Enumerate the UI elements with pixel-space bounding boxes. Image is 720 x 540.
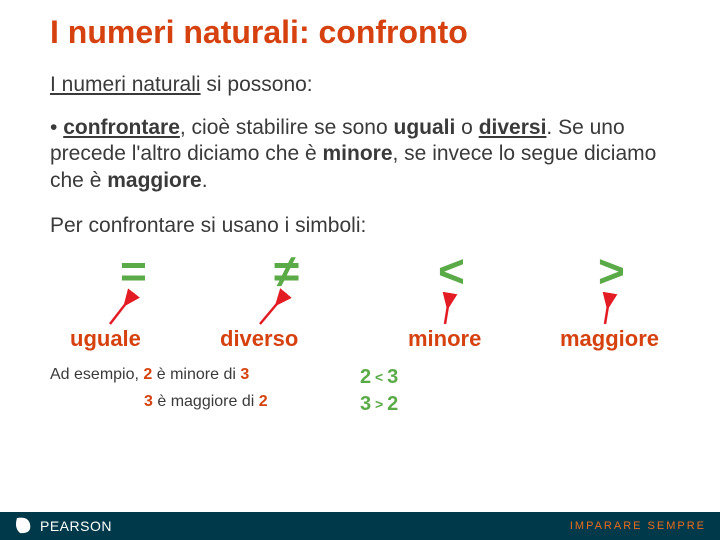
body-paragraph: • confrontare, cioè stabilire se sono ug… xyxy=(50,115,680,194)
ex1r-a: 2 xyxy=(360,366,371,388)
example-1-right: 2 < 3 xyxy=(360,364,398,391)
symbols-row: = uguale ≠ diverso < minore > maggiore xyxy=(50,244,680,364)
ex1-text: è minore di xyxy=(152,366,240,383)
example-1-left: Ad esempio, 2 è minore di 3 xyxy=(50,364,360,391)
ex1r-b: 3 xyxy=(387,366,398,388)
label-uguale: uguale xyxy=(70,326,141,352)
example-row-2: 3 è maggiore di 2 3 > 2 xyxy=(50,391,680,418)
seg2: o xyxy=(455,116,478,139)
word-uguali: uguali xyxy=(394,116,456,139)
word-maggiore: maggiore xyxy=(107,169,202,192)
example-2-right: 3 > 2 xyxy=(360,391,398,418)
example-row-1: Ad esempio, 2 è minore di 3 2 < 3 xyxy=(50,364,680,391)
symbol-greater: > xyxy=(598,244,625,298)
ex2-text: è maggiore di xyxy=(153,393,259,410)
ex1r-sym: < xyxy=(371,369,387,385)
footer-brand: PEARSON xyxy=(40,518,112,534)
seg1: , cioè stabilire se sono xyxy=(180,116,394,139)
ex1-num-a: 2 xyxy=(143,366,152,383)
pearson-logo-icon xyxy=(14,516,34,536)
label-maggiore: maggiore xyxy=(560,326,659,352)
symbol-less: < xyxy=(438,244,465,298)
intro-underlined: I numeri naturali xyxy=(50,73,201,96)
ex2-num-a: 3 xyxy=(144,393,153,410)
label-minore: minore xyxy=(408,326,481,352)
ex2r-b: 2 xyxy=(387,393,398,415)
example-2-left: 3 è maggiore di 2 xyxy=(50,391,360,418)
examples-block: Ad esempio, 2 è minore di 3 2 < 3 3 è ma… xyxy=(50,364,680,418)
slide-title: I numeri naturali: confronto xyxy=(50,14,680,51)
word-confrontare: confrontare xyxy=(63,116,180,139)
footer-bar: PEARSON IMPARARE SEMPRE xyxy=(0,512,720,540)
symbols-intro: Per confrontare si usano i simboli: xyxy=(50,214,680,238)
ex2r-sym: > xyxy=(371,396,387,412)
footer-tagline: IMPARARE SEMPRE xyxy=(570,520,706,532)
ex2-num-b: 2 xyxy=(259,393,268,410)
intro-line: I numeri naturali si possono: xyxy=(50,73,680,97)
seg5: . xyxy=(202,169,208,192)
symbol-notequal: ≠ xyxy=(274,244,299,298)
footer-left: PEARSON xyxy=(14,516,112,536)
example-prefix: Ad esempio, xyxy=(50,366,143,383)
symbol-equal: = xyxy=(120,244,147,298)
ex1-num-b: 3 xyxy=(240,366,249,383)
intro-suffix: si possono: xyxy=(201,73,313,96)
bullet: • xyxy=(50,116,57,139)
slide-content: I numeri naturali: confronto I numeri na… xyxy=(0,0,720,418)
ex2r-a: 3 xyxy=(360,393,371,415)
word-diversi: diversi xyxy=(479,116,547,139)
label-diverso: diverso xyxy=(220,326,298,352)
word-minore: minore xyxy=(323,142,393,165)
